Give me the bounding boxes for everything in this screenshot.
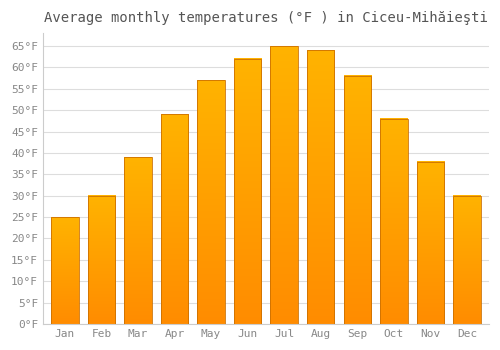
Bar xyxy=(51,217,78,324)
Title: Average monthly temperatures (°F ) in Ciceu-Mihăieşti: Average monthly temperatures (°F ) in Ci… xyxy=(44,11,488,25)
Bar xyxy=(270,46,298,324)
Bar xyxy=(234,59,262,324)
Bar xyxy=(161,114,188,324)
Bar xyxy=(380,119,407,324)
Bar xyxy=(124,157,152,324)
Bar xyxy=(307,50,334,324)
Bar xyxy=(198,80,225,324)
Bar xyxy=(416,161,444,324)
Bar xyxy=(88,196,115,324)
Bar xyxy=(454,196,480,324)
Bar xyxy=(344,76,371,324)
